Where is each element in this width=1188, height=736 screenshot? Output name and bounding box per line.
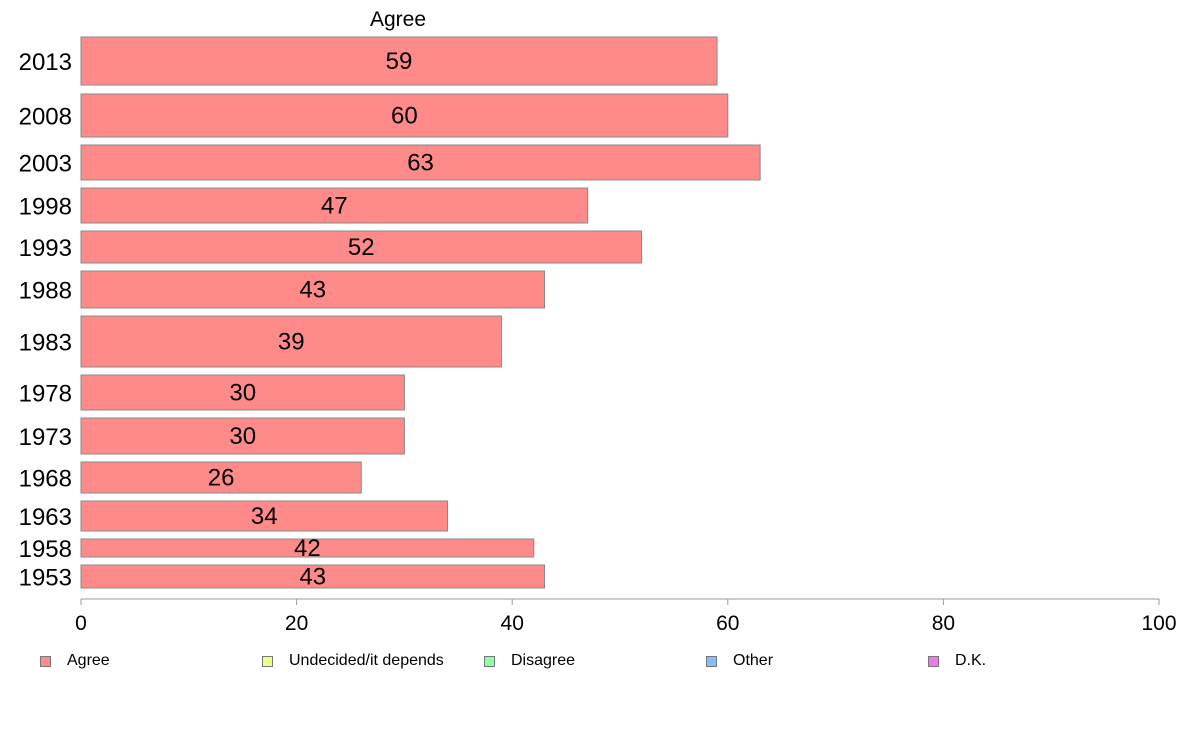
- y-tick-label-1963: 1963: [19, 504, 72, 531]
- x-axis: 0 20 40 60 80 100: [75, 598, 1177, 635]
- y-tick-label-1988: 1988: [19, 278, 72, 305]
- legend-swatch: [262, 655, 273, 667]
- bar-1963: [80, 500, 449, 532]
- legend-label: Undecided/it depends: [289, 652, 444, 669]
- y-tick-label-1958: 1958: [19, 536, 72, 563]
- bar-2013: [80, 36, 718, 86]
- x-tick-label-40: 40: [501, 612, 524, 635]
- y-tick-label-1953: 1953: [19, 565, 72, 592]
- legend-swatch: [484, 655, 495, 667]
- y-tick-label-2003: 2003: [19, 151, 72, 178]
- legend: Agree Undecided/it depends Disagree Other D.…: [0, 652, 1188, 672]
- legend-label: Disagree: [511, 652, 576, 669]
- bar-1993: [80, 230, 643, 264]
- legend-label: Agree: [67, 652, 110, 669]
- bar-1998: [80, 187, 589, 224]
- bar-value-label-2003: 63: [407, 150, 434, 177]
- x-tick-label-100: 100: [1141, 612, 1176, 635]
- chart: Agree 59 2013 60 2008 63 2003 47 1998 52 1993 43 19…: [19, 8, 1177, 635]
- legend-item: Agree: [40, 652, 110, 670]
- legend-item: Undecided/it depends: [262, 652, 444, 670]
- bar-1978: [80, 374, 405, 411]
- y-tick-label-2013: 2013: [19, 49, 72, 76]
- bar-1958: [80, 538, 535, 558]
- bar-1983: [80, 315, 502, 368]
- y-tick-label-1993: 1993: [19, 235, 72, 262]
- bar-2003: [80, 144, 761, 181]
- legend-swatch: [928, 655, 939, 667]
- bar-value-label-1963: 34: [251, 503, 278, 530]
- y-tick-label-1968: 1968: [19, 466, 72, 493]
- bar-value-label-2008: 60: [391, 103, 418, 130]
- bar-1968: [80, 461, 362, 494]
- bar-value-label-1983: 39: [278, 329, 305, 356]
- bar-value-label-1953: 43: [299, 564, 326, 591]
- x-tick-label-80: 80: [932, 612, 955, 635]
- legend-swatch: [706, 655, 717, 667]
- bar-value-label-1973: 30: [229, 423, 256, 450]
- bar-value-label-1993: 52: [348, 234, 375, 261]
- legend-label: Other: [733, 652, 774, 669]
- bar-value-label-1998: 47: [321, 193, 348, 220]
- y-tick-label-1978: 1978: [19, 381, 72, 408]
- bar-value-label-1978: 30: [229, 380, 256, 407]
- bar-value-label-1958: 42: [294, 535, 321, 562]
- y-tick-label-2008: 2008: [19, 104, 72, 131]
- bar-value-label-2013: 59: [386, 48, 413, 75]
- chart-title: Agree: [370, 8, 426, 31]
- legend-item: D.K.: [928, 652, 986, 670]
- bar-1988: [80, 270, 546, 309]
- y-tick-label-1973: 1973: [19, 424, 72, 451]
- bar-1973: [80, 417, 405, 455]
- bar-2008: [80, 93, 729, 138]
- legend-swatch: [40, 655, 51, 667]
- legend-item: Disagree: [484, 652, 575, 670]
- bar-value-label-1988: 43: [299, 277, 326, 304]
- bar-value-label-1968: 26: [208, 465, 235, 492]
- bars-group: 59 2013 60 2008 63 2003 47 1998 52 1993 43 1988 39 19…: [19, 36, 761, 592]
- x-tick-label-0: 0: [75, 612, 87, 635]
- x-tick-label-20: 20: [285, 612, 308, 635]
- y-tick-label-1998: 1998: [19, 194, 72, 221]
- legend-label: D.K.: [955, 652, 987, 669]
- x-tick-label-60: 60: [716, 612, 739, 635]
- y-tick-label-1983: 1983: [19, 330, 72, 357]
- legend-item: Other: [706, 652, 773, 670]
- bar-1953: [80, 564, 546, 589]
